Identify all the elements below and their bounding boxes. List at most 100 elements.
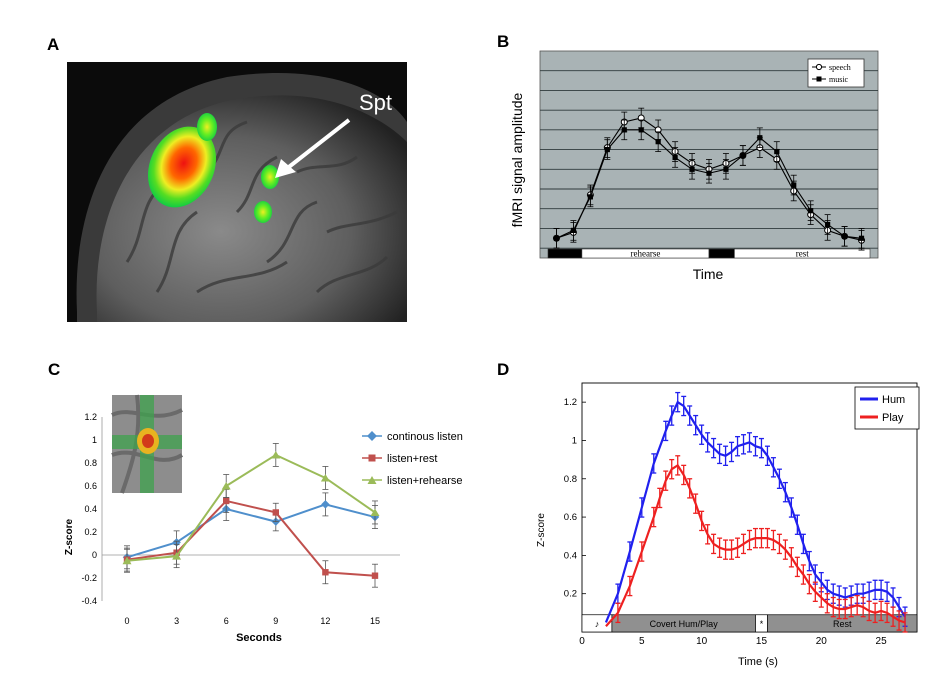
panel-b-point-music — [604, 146, 610, 153]
panel-d-xtick-label: 25 — [876, 636, 888, 647]
panel-c-ytick-label: 0.2 — [84, 527, 97, 537]
panel-c-point-listen+rehearse — [221, 482, 231, 490]
panel-letter-d: D — [497, 360, 510, 379]
panel-a-brain-image: Spt — [67, 62, 407, 322]
panel-c-ytick-label: -0.4 — [81, 596, 97, 606]
spt-arrow-head — [275, 159, 296, 178]
panel-c-xtick-label: 6 — [224, 616, 229, 626]
panel-c-point-listen+rest — [322, 569, 329, 576]
panel-b-point-music — [825, 221, 831, 228]
panel-c-xlabel: Seconds — [236, 632, 282, 644]
activation-frontal-blob-upper — [197, 113, 217, 141]
panel-c-ytick-label: 0.6 — [84, 481, 97, 491]
panel-d-legend: Hum Play — [854, 386, 920, 430]
panel-d-xtick-label: 5 — [639, 636, 645, 647]
panel-b-point-music — [808, 208, 814, 214]
panel-d-ylabel: Z-score — [536, 513, 547, 547]
panel-d-timeline-label: Covert Hum/Play — [650, 619, 719, 629]
panel-d-ytick-label: 0.4 — [564, 550, 577, 561]
legend-play: Play — [882, 412, 904, 424]
panel-c-point-listen+rehearse — [320, 473, 330, 482]
panel-c-xtick-label: 15 — [370, 616, 380, 626]
panel-c-xtick-label: 12 — [320, 616, 330, 626]
panel-d-ytick-label: 0.6 — [564, 512, 577, 523]
panel-b-ylabel: fMRI signal amplitude — [509, 92, 525, 227]
panel-d-chart: 0.2 0.4 0.6 0.8 1 1.2 0 5 10 15 20 25 ♪ Covert Hum/Pl… — [536, 382, 920, 668]
panel-b-point-music — [638, 127, 644, 133]
panel-b-point-music — [689, 166, 695, 172]
panel-d-xtick-label: 0 — [579, 636, 585, 647]
panel-c-line-continous listen — [126, 503, 376, 559]
panel-c-xtick-label: 0 — [124, 616, 129, 626]
legend-music: music — [829, 75, 849, 84]
panel-letter-c: C — [48, 360, 61, 379]
panel-b-point-music — [570, 227, 577, 233]
panel-c-point-listen+rehearse — [172, 552, 182, 560]
panel-d-ytick-label: 1.2 — [564, 397, 577, 408]
legend-hum: Hum — [882, 394, 905, 406]
panel-c-inset-image — [111, 394, 184, 494]
panel-d-xtick-label: 20 — [816, 636, 828, 647]
panel-b-point-music — [706, 170, 712, 176]
panel-c-xtick-label: 3 — [174, 616, 179, 626]
panel-b-legend: speech music — [807, 58, 865, 88]
panel-d-xlabel: Time (s) — [738, 656, 778, 668]
panel-d-ytick-label: 0.2 — [564, 589, 577, 600]
panel-b-point-music — [655, 139, 661, 145]
panel-b-timeline-segment — [734, 248, 871, 259]
panel-b-chart: rehearse rest fMRI signal amplitude Time … — [509, 50, 879, 282]
panel-d-ytick-label: 1 — [572, 435, 577, 446]
panel-c-point-listen+rehearse — [122, 556, 132, 565]
panel-c-chart: -0.4 -0.2 0 0.2 0.4 0.6 0.8 1 1.2 0 3 6 9 12 15 Z-scor… — [64, 394, 463, 644]
panel-d-xtick-label: 10 — [696, 636, 708, 647]
panel-c-ytick-label: 0.8 — [84, 458, 97, 468]
panel-b-point-music — [723, 166, 729, 172]
panel-d-xtick-label: 15 — [756, 636, 768, 647]
panel-b-point-music — [841, 233, 848, 239]
panel-c-legend: continous listen listen+rest listen+rehe… — [362, 431, 463, 487]
panel-d-timeline-label: * — [760, 619, 764, 629]
panel-b-timeline-label: rest — [796, 249, 809, 259]
panel-b-timeline-label: rehearse — [630, 249, 660, 259]
panel-b-point-music — [672, 154, 678, 161]
panel-c-line-listen+rehearse — [126, 453, 376, 562]
panel-d-line-Hum — [604, 400, 906, 623]
panel-c-ytick-label: 0.4 — [84, 504, 97, 514]
panel-c-ytick-label: 1.2 — [84, 412, 97, 422]
legend-continous-listen: continous listen — [387, 431, 463, 443]
panel-c-point-listen+rest — [371, 572, 379, 579]
activation-frontal-blob — [147, 126, 217, 208]
legend-listen-rest: listen+rest — [387, 453, 437, 465]
panel-b-xlabel: Time — [693, 266, 724, 282]
legend-listen-rehearse: listen+rehearse — [387, 475, 463, 487]
panel-letter-a: A — [47, 35, 60, 54]
panel-c-ytick-label: -0.2 — [81, 573, 97, 583]
panel-c-point-continous listen — [321, 500, 330, 509]
panel-b-point-music — [740, 152, 746, 159]
panel-d-ytick-label: 0.8 — [564, 474, 577, 485]
activation-lower-blob — [254, 201, 272, 223]
spt-arrow-shaft — [283, 118, 351, 172]
activation-spt-blob — [261, 165, 279, 189]
panel-letter-b: B — [497, 32, 510, 51]
panel-c-ytick-label: 0 — [92, 550, 97, 560]
panel-b-point-music — [553, 235, 560, 241]
legend-speech: speech — [829, 63, 851, 72]
panel-d-timeline-segment — [767, 614, 918, 633]
panel-c-ytick-label: 1 — [92, 435, 97, 445]
panel-b-point-music — [791, 182, 797, 188]
panel-c-point-listen+rest — [223, 497, 230, 505]
panel-c-point-listen+rest — [272, 509, 279, 516]
panel-b-point-music — [858, 235, 865, 241]
panel-c-line-listen+rest — [126, 499, 376, 577]
panel-b-point-music — [621, 127, 627, 133]
panel-d-timeline-label: Rest — [833, 619, 852, 629]
panel-b-timeline-segment — [708, 248, 735, 259]
panel-d-timeline-label: ♪ — [595, 619, 600, 629]
panel-b-point-music — [757, 135, 763, 141]
panel-c-point-listen+rehearse — [370, 508, 380, 516]
spt-label: Spt — [359, 90, 392, 115]
panel-c-xtick-label: 9 — [273, 616, 278, 626]
panel-b-timeline-segment — [547, 248, 583, 259]
panel-b-point-music — [774, 148, 780, 155]
